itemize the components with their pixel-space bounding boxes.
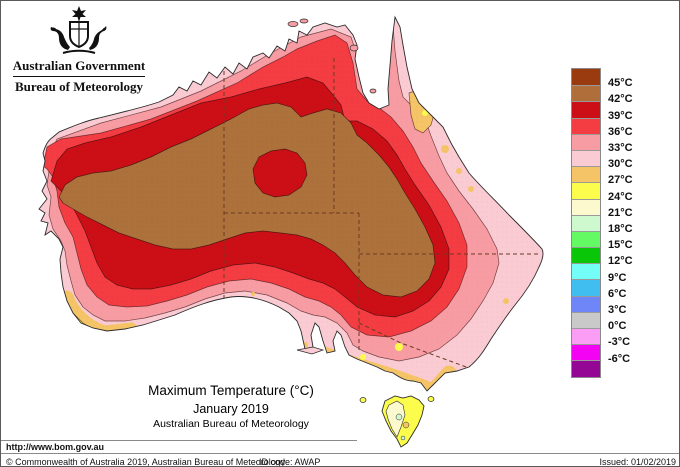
gov-header: Australian Government Bureau of Meteorol…	[9, 5, 149, 94]
gov-title: Australian Government	[12, 58, 146, 73]
legend-swatch	[572, 149, 600, 167]
legend-label: -6°C	[608, 352, 631, 365]
legend-swatch	[572, 263, 600, 280]
legend-swatch	[572, 182, 600, 199]
legend-swatch	[572, 247, 600, 264]
legend-label: 39°C	[608, 109, 633, 122]
legend-swatch	[572, 69, 600, 86]
legend-label: 42°C	[608, 93, 633, 106]
legend-swatch	[572, 328, 600, 345]
legend-label: 0°C	[608, 320, 627, 333]
legend-swatch	[572, 117, 600, 134]
legend-swatch	[572, 85, 600, 102]
legend-label: -3°C	[608, 336, 631, 349]
legend-swatch	[572, 295, 600, 312]
legend-swatch	[572, 360, 600, 377]
legend-label: 33°C	[608, 142, 633, 154]
footer-rule-top	[1, 440, 357, 441]
legend-swatch	[572, 279, 600, 296]
map-period: January 2019	[193, 402, 269, 416]
legend-swatch	[572, 101, 600, 118]
legend-label: 18°C	[608, 223, 633, 235]
legend-swatch	[572, 198, 600, 215]
legend-swatch	[572, 344, 600, 361]
legend-swatches	[571, 68, 601, 378]
legend-label: 30°C	[608, 158, 633, 171]
bureau-title: Bureau of Meteorology	[14, 79, 144, 94]
legend-label: 27°C	[608, 174, 633, 187]
legend-swatch	[572, 133, 600, 150]
legend-label: 15°C	[608, 239, 633, 252]
coastline	[38, 15, 544, 392]
legend-swatch	[572, 311, 600, 328]
coat-of-arms-icon	[50, 6, 107, 54]
legend-label: 9°C	[608, 271, 627, 284]
footer-issued: Issued: 01/02/2019	[599, 457, 676, 467]
footer-rule-bottom	[1, 453, 679, 454]
offshore-islands	[287, 18, 435, 403]
map-org: Australian Bureau of Meteorology	[153, 418, 309, 430]
legend-label: 36°C	[608, 125, 633, 138]
legend-swatch	[572, 214, 600, 231]
legend-label: 24°C	[608, 190, 633, 203]
temperature-legend: 45°C 42°C 39°C 36°C 33°C 30°C 27°C 24°C 21°C 18°C…	[571, 68, 633, 378]
legend-label: 21°C	[608, 206, 633, 219]
map-title-block: Maximum Temperature (°C) January 2019 Au…	[56, 382, 406, 431]
gov-rule	[13, 76, 145, 77]
tasmania	[381, 395, 425, 448]
legend-label: 12°C	[608, 255, 633, 268]
footer-url: http://www.bom.gov.au	[6, 442, 104, 452]
legend-labels: 45°C 42°C 39°C 36°C 33°C 30°C 27°C 24°C 21°C 18°C…	[608, 68, 658, 378]
legend-swatch	[572, 230, 600, 248]
legend-label: 45°C	[608, 77, 633, 90]
state-borders	[223, 58, 539, 369]
legend-label: 3°C	[608, 304, 627, 316]
legend-label: 6°C	[608, 287, 627, 300]
footer-id-code: ID code: AWAP	[259, 457, 321, 467]
footer-copyright: © Commonwealth of Australia 2019, Austra…	[6, 457, 286, 467]
map-title: Maximum Temperature (°C)	[148, 383, 314, 398]
legend-swatch	[572, 166, 600, 183]
